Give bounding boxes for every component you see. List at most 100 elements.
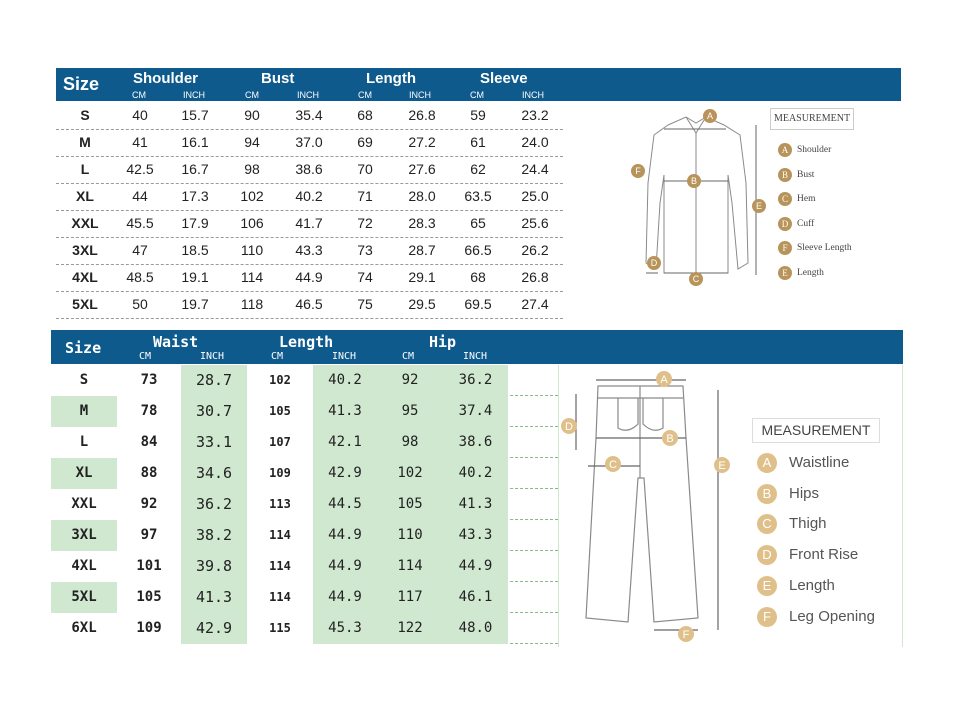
legend-label: Hips (789, 484, 820, 502)
value-cell: 102 (247, 365, 313, 396)
value-cell: 44.5 (313, 489, 377, 520)
value-cell: 65 (470, 215, 486, 231)
size-cell: XL (51, 458, 117, 489)
header-hip: Hip (429, 333, 457, 351)
value-cell: 25.6 (521, 215, 549, 231)
value-cell: 34.6 (181, 458, 247, 489)
unit-label: CM (271, 351, 284, 362)
value-cell: 117 (377, 582, 443, 613)
value-cell: 19.1 (181, 269, 209, 285)
value-cell: 19.7 (181, 296, 209, 312)
value-cell: 28.7 (408, 242, 436, 258)
pants-diagram-frame (558, 365, 903, 647)
value-cell: 105 (247, 396, 313, 427)
value-cell: 28.3 (408, 215, 436, 231)
value-cell: 39.8 (181, 551, 247, 582)
value-cell: 115 (247, 613, 313, 644)
legend-title: MEASUREMENT (752, 418, 880, 443)
value-cell: 40 (132, 107, 148, 123)
value-cell: 24.4 (521, 161, 549, 177)
legend-item: A Waistline (757, 453, 849, 475)
size-cell: 6XL (51, 613, 117, 644)
value-cell: 88 (117, 458, 181, 489)
legend-label: Thigh (789, 514, 827, 532)
table-row: M 78 30.7 105 41.3 95 37.4 (51, 396, 558, 427)
value-cell: 71 (357, 188, 373, 204)
unit-label: INCH (183, 90, 205, 100)
shirt-table-header: Size Shoulder Bust Length Sleeve CM INCH… (56, 68, 901, 101)
table-row: XXL 45.5 17.9 106 41.7 72 28.3 65 25.6 (56, 211, 563, 238)
table-row: M 41 16.1 94 37.0 69 27.2 61 24.0 (56, 130, 563, 157)
value-cell: 17.9 (181, 215, 209, 231)
value-cell: 61 (470, 134, 486, 150)
value-cell: 72 (357, 215, 373, 231)
size-cell: 5XL (72, 296, 98, 312)
value-cell: 63.5 (464, 188, 492, 204)
value-cell: 27.4 (521, 296, 549, 312)
diagram-label-c: C (609, 459, 617, 471)
value-cell: 25.0 (521, 188, 549, 204)
unit-label: CM (245, 90, 259, 100)
size-cell: L (51, 427, 117, 458)
value-cell: 33.1 (181, 427, 247, 458)
unit-label: CM (132, 90, 146, 100)
value-cell: 18.5 (181, 242, 209, 258)
diagram-label-b: B (691, 176, 697, 186)
value-cell: 40.2 (313, 365, 377, 396)
value-cell: 38.6 (443, 427, 508, 458)
value-cell: 110 (377, 520, 443, 551)
value-cell: 16.7 (181, 161, 209, 177)
value-cell: 44.9 (443, 551, 508, 582)
value-cell: 45.3 (313, 613, 377, 644)
unit-label: INCH (332, 351, 357, 362)
value-cell: 43.3 (443, 520, 508, 551)
legend-item: C Hem (778, 192, 815, 208)
value-cell: 42.1 (313, 427, 377, 458)
value-cell: 102 (377, 458, 443, 489)
table-row: XL 44 17.3 102 40.2 71 28.0 63.5 25.0 (56, 184, 563, 211)
diagram-label-c: C (693, 274, 700, 284)
header-bust: Bust (261, 70, 295, 87)
legend-label: Front Rise (789, 545, 859, 563)
table-row: 4XL 101 39.8 114 44.9 114 44.9 (51, 551, 558, 582)
value-cell: 50 (132, 296, 148, 312)
pants-size-table: S 73 28.7 102 40.2 92 36.2 M 78 30.7 105 41.3 95 37.4… (51, 365, 558, 644)
value-cell: 46.5 (295, 296, 323, 312)
value-cell: 69.5 (464, 296, 492, 312)
value-cell: 109 (247, 458, 313, 489)
value-cell: 38.6 (295, 161, 323, 177)
value-cell: 36.2 (181, 489, 247, 520)
legend-label: Sleeve Length (797, 243, 852, 254)
value-cell: 38.2 (181, 520, 247, 551)
value-cell: 105 (377, 489, 443, 520)
legend-badge: D (778, 217, 792, 231)
value-cell: 110 (240, 242, 264, 258)
value-cell: 114 (377, 551, 443, 582)
value-cell: 44.9 (313, 582, 377, 613)
value-cell: 109 (117, 613, 181, 644)
value-cell: 41.3 (181, 582, 247, 613)
value-cell: 98 (244, 161, 260, 177)
diagram-label-f: F (635, 166, 641, 176)
value-cell: 69 (357, 134, 373, 150)
shirt-size-table: S 40 15.7 90 35.4 68 26.8 59 23.2 M 41 16.1 94 37.0 69… (56, 103, 563, 319)
value-cell: 44.9 (313, 520, 377, 551)
header-length: Length (279, 333, 334, 351)
value-cell: 26.8 (408, 107, 436, 123)
value-cell: 92 (377, 365, 443, 396)
legend-badge: B (757, 484, 777, 504)
diagram-label-d: D (651, 258, 658, 268)
table-row: S 40 15.7 90 35.4 68 26.8 59 23.2 (56, 103, 563, 130)
value-cell: 42.9 (313, 458, 377, 489)
unit-label: INCH (522, 90, 544, 100)
value-cell: 74 (357, 269, 373, 285)
size-cell: 4XL (72, 269, 98, 285)
header-sleeve: Sleeve (480, 70, 528, 87)
value-cell: 41.3 (443, 489, 508, 520)
value-cell: 36.2 (443, 365, 508, 396)
value-cell: 26.2 (521, 242, 549, 258)
legend-label: Length (789, 576, 835, 594)
table-row: S 73 28.7 102 40.2 92 36.2 (51, 365, 558, 396)
legend-label: Shoulder (797, 145, 832, 156)
value-cell: 92 (117, 489, 181, 520)
